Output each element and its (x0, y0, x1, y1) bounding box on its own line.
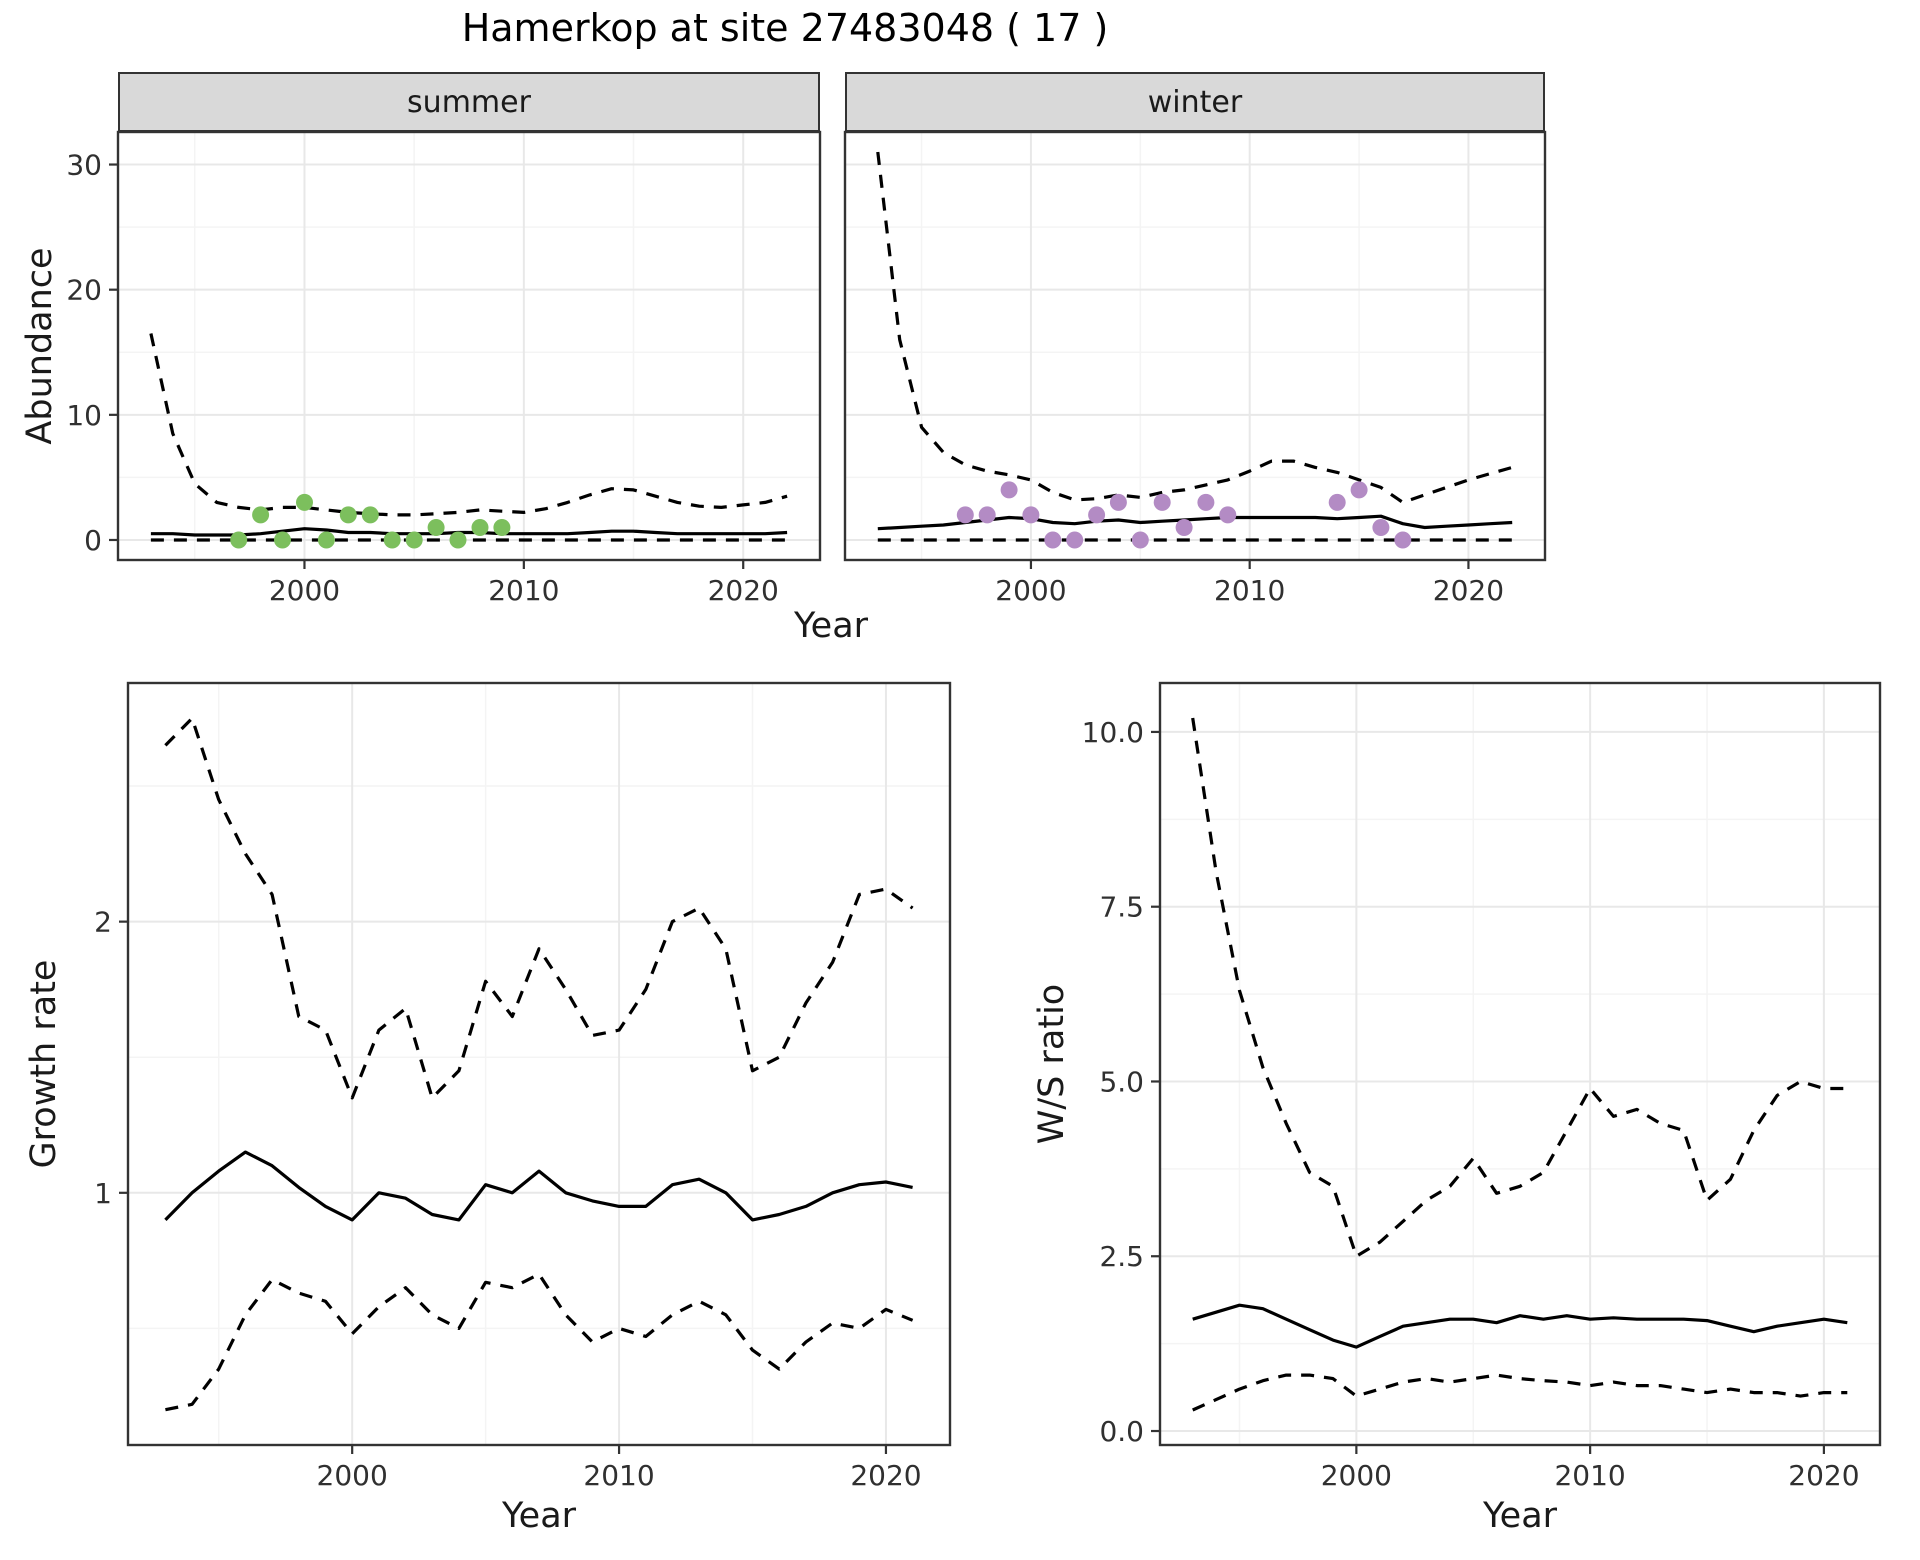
data-point (1350, 481, 1368, 499)
data-point (1175, 519, 1193, 536)
facet-strip-summer-label: summer (407, 84, 531, 120)
data-point (1000, 481, 1018, 499)
facet-strip-winter-label: winter (1147, 84, 1243, 120)
panel-border (116, 130, 822, 562)
x-tick-label: 2020 (1788, 1459, 1859, 1492)
upper_ci-line (149, 333, 788, 517)
data-point (1109, 493, 1127, 511)
panel-background (1160, 683, 1880, 1445)
data-point (274, 531, 291, 549)
panel-background (118, 132, 820, 560)
x-tick-label: 2000 (317, 1459, 388, 1492)
upper_ci-line (1191, 717, 1848, 1258)
lower_ci-line (1192, 1373, 1848, 1412)
panel-border (1158, 681, 1882, 1447)
data-point (978, 506, 996, 524)
y-tick-label: 0 (84, 524, 102, 557)
x-tick-label: 2000 (269, 574, 340, 607)
x-tick-label: 2020 (1433, 574, 1504, 607)
x-axis-label-year-top: Year (793, 606, 869, 646)
data-point (1219, 506, 1237, 524)
data-point (405, 531, 423, 549)
y-tick-label: 10.0 (1082, 716, 1144, 749)
y-tick-label: 20 (66, 274, 102, 307)
median-line (164, 1150, 913, 1222)
data-point (252, 506, 270, 524)
data-point (1394, 531, 1412, 549)
data-point (1131, 531, 1149, 549)
y-tick-label: 0.0 (1099, 1415, 1144, 1448)
x-tick-label: 2010 (583, 1459, 654, 1492)
x-tick-label: 2000 (995, 574, 1066, 607)
data-point (1153, 493, 1171, 511)
data-point (317, 531, 335, 549)
median-line (1192, 1303, 1848, 1349)
median-line (150, 527, 788, 537)
data-point (1197, 493, 1215, 511)
x-tick-label: 2010 (488, 574, 559, 607)
y-tick-label: 10 (66, 399, 102, 432)
data-point (383, 531, 401, 549)
data-point (1066, 531, 1084, 549)
panel-background (128, 683, 950, 1445)
y-tick-label: 30 (66, 149, 102, 182)
upper_ci-line (164, 716, 914, 1100)
upper_ci-line (876, 151, 1513, 504)
data-point (1372, 519, 1390, 536)
panel-border (843, 130, 1547, 562)
y-tick-label: 2.5 (1099, 1240, 1144, 1273)
data-point (230, 531, 248, 549)
data-point (956, 506, 974, 524)
facet-strip-summer: summer (118, 72, 820, 132)
x-tick-label: 2020 (850, 1459, 921, 1492)
x-axis-label-year-ws: Year (1482, 1496, 1558, 1536)
lower_ci-line (165, 1272, 914, 1412)
data-point (339, 506, 357, 524)
data-point (449, 531, 467, 549)
page-title: Hamerkop at site 27483048 ( 17 ) (461, 6, 1109, 50)
panel-background (845, 132, 1545, 560)
panel-border (126, 681, 952, 1447)
y-tick-label: 5.0 (1099, 1065, 1144, 1098)
y-tick-label: 2 (94, 906, 112, 939)
data-point (296, 493, 313, 511)
x-tick-label: 2010 (1554, 1459, 1625, 1492)
x-tick-label: 2010 (1214, 574, 1285, 607)
data-point (493, 519, 511, 536)
x-tick-label: 2020 (708, 574, 779, 607)
data-point (1328, 493, 1346, 511)
data-point (1088, 506, 1106, 524)
data-point (1022, 506, 1040, 524)
y-tick-label: 1 (94, 1177, 112, 1210)
data-point (361, 506, 379, 524)
data-point (471, 519, 489, 536)
facet-strip-winter: winter (845, 72, 1545, 132)
data-point (427, 519, 445, 536)
y-tick-label: 7.5 (1099, 891, 1144, 924)
data-point (1044, 531, 1062, 549)
x-axis-label-year-growth: Year (501, 1496, 577, 1536)
x-tick-label: 2000 (1321, 1459, 1392, 1492)
